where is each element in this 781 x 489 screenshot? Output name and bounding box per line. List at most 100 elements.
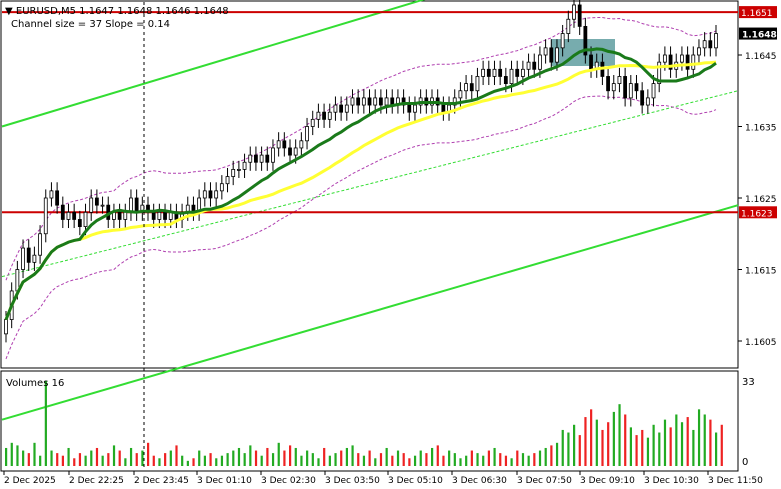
volume-bar <box>652 424 655 466</box>
candle-body <box>231 168 236 177</box>
x-tick-label: 3 Dec 10:30 <box>644 476 699 486</box>
volume-bar <box>578 435 581 466</box>
candle-body <box>276 140 281 149</box>
candle-body <box>49 190 54 199</box>
candle-body <box>214 190 219 199</box>
ma-fast-line <box>4 47 717 321</box>
candle-body <box>350 97 355 106</box>
candle-body <box>628 83 633 99</box>
volume-bar <box>692 429 695 466</box>
candle-body <box>38 233 42 256</box>
volume-bar <box>601 429 604 466</box>
volume-bar <box>78 453 82 466</box>
moving-averages <box>4 47 717 321</box>
volume-bar <box>561 429 564 466</box>
volume-bar <box>612 411 615 466</box>
candle-body <box>163 211 167 220</box>
volume-bar <box>118 450 121 466</box>
candle-body <box>657 61 662 85</box>
candle-body <box>83 211 88 228</box>
volume-bar <box>595 419 598 466</box>
volume-bar <box>323 447 326 466</box>
volume-bar <box>680 422 684 466</box>
volume-bar <box>192 458 195 466</box>
candle-body <box>89 197 94 213</box>
candle-body <box>77 219 82 227</box>
x-tick-label: 3 Dec 07:50 <box>517 476 572 486</box>
last-price-tag <box>739 27 777 40</box>
candle-body <box>458 90 463 99</box>
candle-body <box>413 104 417 113</box>
channel-mid-line <box>1 90 739 278</box>
volume-bar <box>67 447 70 466</box>
volume-bar <box>618 404 621 466</box>
candle-body <box>509 68 514 85</box>
candle-body <box>714 33 718 49</box>
envelope-bands <box>5 17 717 360</box>
volume-bar <box>306 450 309 466</box>
channel-lower-line <box>1 204 739 421</box>
y-tick-label: 1.1645 <box>745 52 777 62</box>
candle-body <box>94 197 99 206</box>
volume-bar <box>658 432 661 466</box>
candle-body <box>378 97 383 106</box>
volume-bar <box>294 447 297 466</box>
candle-body <box>373 97 378 106</box>
x-tick-label: 2 Dec 23:45 <box>134 476 189 486</box>
volume-bar <box>237 447 241 466</box>
y-tick-label: 1.1635 <box>745 124 777 134</box>
candle-body <box>555 47 559 63</box>
channel-upper-line <box>1 0 426 128</box>
volume-bar <box>5 447 8 466</box>
volume-bar <box>164 453 167 466</box>
volume-bar <box>584 417 587 466</box>
candle-body <box>702 40 707 49</box>
volume-bar <box>283 450 286 466</box>
volume-bar <box>396 450 400 466</box>
volume-bar <box>538 450 542 466</box>
volume-bar <box>16 445 19 466</box>
volume-bar <box>362 455 366 466</box>
volume-bar <box>385 447 388 466</box>
candle-body <box>219 183 224 192</box>
candle-body <box>344 104 349 113</box>
volume-bar <box>271 453 275 466</box>
volume-bar <box>499 453 502 466</box>
volume-bar <box>311 453 314 466</box>
candle-body <box>242 161 247 170</box>
volume-bar <box>573 424 576 466</box>
volume-bar <box>533 453 536 466</box>
candle-body <box>464 83 468 92</box>
volume-bar <box>550 445 553 466</box>
volume-bar <box>61 455 64 466</box>
volume-bar <box>720 424 723 466</box>
candle-body <box>123 211 128 220</box>
volume-bar <box>402 453 405 466</box>
volume-bar <box>516 450 519 466</box>
volume-bar <box>101 455 104 466</box>
volume-label: Volumes 16 <box>6 378 64 389</box>
candle-body <box>265 154 270 163</box>
volume-bar <box>675 414 678 466</box>
candle-body <box>259 154 264 163</box>
candle-body <box>316 111 321 120</box>
candle-body <box>367 97 372 106</box>
y-tick-label: 1.1605 <box>745 338 777 348</box>
candle-body <box>611 83 616 92</box>
volume-bar <box>697 409 701 466</box>
volume-bar <box>340 450 343 466</box>
candle-body <box>248 154 253 163</box>
x-tick-label: 3 Dec 02:30 <box>261 476 316 486</box>
volume-bar <box>431 447 434 466</box>
candle-body <box>623 76 628 99</box>
volume-bar <box>95 447 99 466</box>
candle-body <box>668 54 673 70</box>
candle-body <box>4 319 8 335</box>
candle-body <box>117 211 122 220</box>
candle-body <box>32 254 37 263</box>
level-price-label: 1.1623 <box>741 209 773 219</box>
candle-body <box>26 247 31 263</box>
volume-bar <box>44 381 47 466</box>
candle-body <box>327 111 332 120</box>
